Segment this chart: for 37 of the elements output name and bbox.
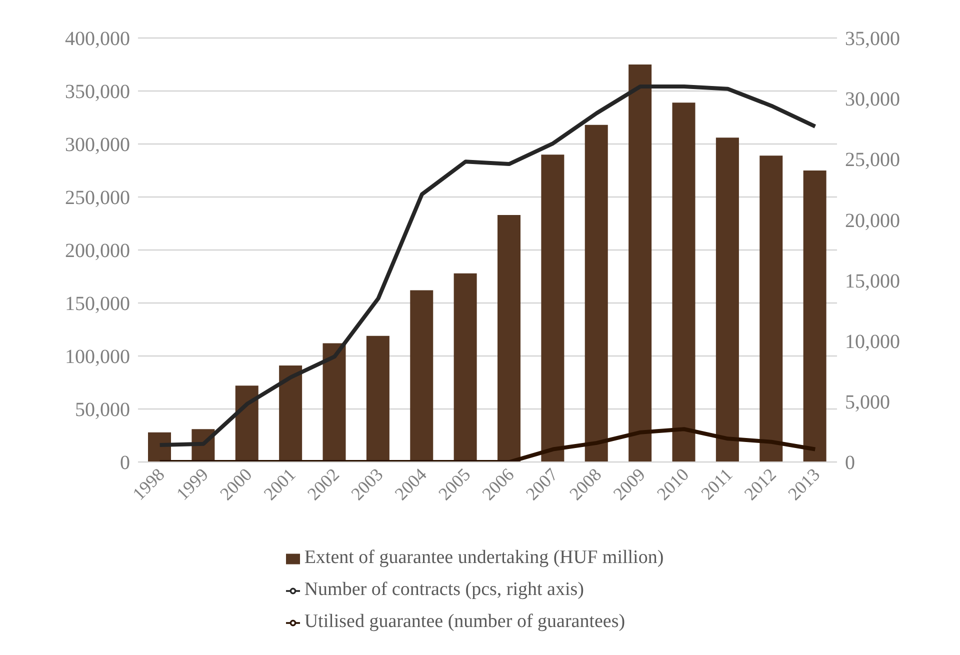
y-tick-label: 100,000 [65, 346, 130, 368]
bar [760, 156, 783, 462]
bar [584, 124, 608, 462]
y-tick-label: 300,000 [65, 134, 130, 156]
bar [322, 343, 346, 462]
line-series [158, 427, 818, 462]
y2-tick-label: 30,000 [845, 88, 900, 111]
line-series [158, 84, 818, 448]
y-tick-label: 400,000 [65, 28, 130, 50]
bar [279, 366, 302, 462]
legend-label: Number of contracts (pcs, right axis) [304, 579, 584, 600]
bar [410, 290, 434, 462]
y2-tick-label: 0 [845, 452, 855, 474]
bar [366, 336, 390, 462]
bar [541, 154, 564, 462]
y2-tick-label: 25,000 [845, 149, 900, 172]
y2-tick-label: 5,000 [845, 392, 890, 414]
x-tick-label: 2011 [697, 464, 736, 504]
bar [454, 273, 477, 462]
legend-label: Extent of guarantee undertaking (HUF million) [304, 547, 664, 568]
y-tick-label: 350,000 [65, 81, 130, 104]
bar [716, 138, 739, 462]
bar [803, 170, 826, 462]
y2-tick-label: 10,000 [845, 330, 900, 353]
y-tick-label: 250,000 [65, 187, 130, 210]
bar [235, 386, 258, 462]
y2-tick-label: 35,000 [845, 28, 900, 50]
bar [672, 102, 696, 462]
y2-tick-label: 20,000 [845, 210, 900, 232]
y-tick-label: 150,000 [65, 293, 130, 316]
bar [498, 215, 520, 462]
y-tick-label: 50,000 [75, 399, 130, 422]
y2-tick-label: 15,000 [845, 270, 900, 292]
legend-label: Utilised guarantee (number of guarantees) [304, 611, 626, 632]
bar [628, 64, 652, 462]
y-tick-label: 0 [120, 452, 130, 474]
y-tick-label: 200,000 [65, 240, 130, 262]
